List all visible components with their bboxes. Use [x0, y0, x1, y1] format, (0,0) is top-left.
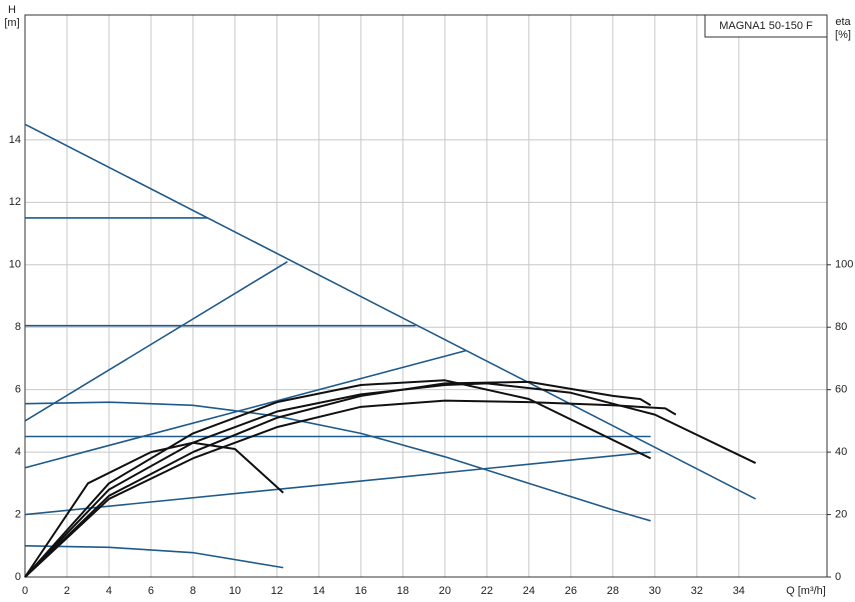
chart-title: MAGNA1 50-150 F [719, 20, 813, 32]
x-tick-label: 22 [481, 585, 493, 597]
x-tick-label: 30 [649, 585, 661, 597]
y-tick-label: 2 [15, 508, 21, 520]
y2-tick-label: 20 [835, 508, 847, 520]
x-tick-label: 6 [148, 585, 154, 597]
curve [24, 379, 652, 578]
x-tick-label: 18 [397, 585, 409, 597]
title-box [704, 14, 828, 38]
x-tick-label: 26 [565, 585, 577, 597]
y-tick-label: 0 [15, 571, 21, 583]
y-tick-label: 10 [9, 259, 21, 271]
x-tick-label: 16 [355, 585, 367, 597]
x-tick-label: 32 [691, 585, 703, 597]
x-tick-label: 0 [22, 585, 28, 597]
y-tick-label: 14 [9, 134, 21, 146]
curve [24, 441, 284, 578]
y2-label: [%] [835, 29, 851, 41]
y2-tick-label: 60 [835, 384, 847, 396]
x-tick-label: 24 [523, 585, 535, 597]
y-tick-label: 4 [15, 446, 21, 458]
x-tick-label: 10 [229, 585, 241, 597]
y-tick-label: 8 [15, 321, 21, 333]
x-tick-label: 14 [313, 585, 325, 597]
y-label: H [8, 4, 16, 16]
curve [24, 382, 757, 578]
curve [24, 349, 467, 469]
curve [24, 399, 677, 578]
y2-tick-label: 40 [835, 446, 847, 458]
x-label: Q [m³/h] [786, 585, 826, 597]
y2-tick-label: 0 [835, 571, 841, 583]
curve [24, 401, 651, 522]
x-tick-label: 28 [607, 585, 619, 597]
y-label: [m] [4, 17, 19, 29]
curve [24, 123, 756, 500]
x-tick-label: 2 [64, 585, 70, 597]
y-tick-label: 6 [15, 384, 21, 396]
plot-frame [24, 14, 828, 578]
curve [24, 544, 284, 569]
x-tick-label: 8 [190, 585, 196, 597]
curve [24, 451, 651, 516]
x-tick-label: 4 [106, 585, 112, 597]
x-tick-label: 12 [271, 585, 283, 597]
y-tick-label: 12 [9, 196, 21, 208]
curve [24, 380, 652, 578]
x-tick-label: 34 [733, 585, 745, 597]
y2-tick-label: 80 [835, 321, 847, 333]
x-tick-label: 20 [439, 585, 451, 597]
y2-label: eta [835, 16, 851, 28]
y2-tick-label: 100 [835, 259, 853, 271]
curve [24, 260, 288, 422]
